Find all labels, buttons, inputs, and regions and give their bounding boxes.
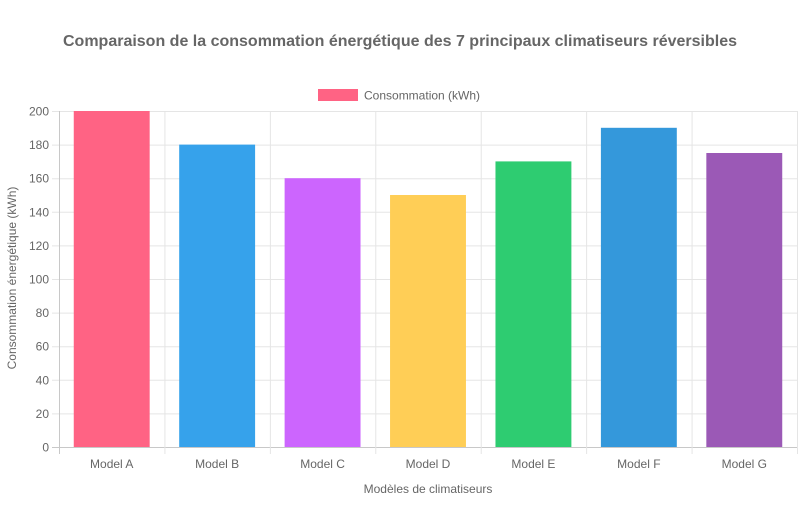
y-tick-label: 200 — [29, 105, 49, 119]
x-tick-label: Model B — [195, 457, 239, 471]
chart-title: Comparaison de la consommation énergétiq… — [63, 33, 737, 50]
y-tick-label: 40 — [36, 373, 50, 387]
bar-model-d[interactable] — [390, 195, 466, 447]
bar-model-c[interactable] — [284, 178, 361, 447]
legend[interactable]: Consommation (kWh) — [318, 89, 480, 103]
x-tick-label: Model D — [406, 457, 451, 471]
x-tick-label: Model A — [90, 457, 133, 471]
y-tick-label: 60 — [36, 340, 50, 354]
x-tick-label: Model E — [511, 457, 555, 471]
x-axis-ticks: Model A Model B Model C Model D Model E Model… — [90, 457, 767, 471]
bar-model-g[interactable] — [706, 153, 783, 447]
y-tick-label: 180 — [29, 138, 49, 152]
y-axis-label: Consommation énergétique (kWh) — [5, 187, 19, 370]
y-tick-label: 140 — [29, 205, 49, 219]
legend-label: Consommation (kWh) — [364, 89, 480, 103]
y-tick-label: 20 — [36, 407, 50, 421]
bar-model-f[interactable] — [600, 127, 677, 448]
y-axis-ticks: 0 20 40 60 80 100 120 140 160 180 200 — [29, 105, 49, 455]
y-tick-label: 80 — [36, 306, 50, 320]
legend-swatch — [318, 89, 358, 101]
x-axis-label: Modèles de climatiseurs — [364, 482, 493, 496]
y-tick-label: 120 — [29, 239, 49, 253]
bar-model-a[interactable] — [73, 111, 150, 447]
x-tick-label: Model C — [300, 457, 345, 471]
y-tick-label: 0 — [42, 441, 49, 455]
y-tick-label: 160 — [29, 172, 49, 186]
x-tick-label: Model G — [722, 457, 767, 471]
bar-model-e[interactable] — [495, 161, 572, 447]
y-tick-label: 100 — [29, 273, 49, 287]
bar-model-b[interactable] — [179, 144, 256, 447]
bars — [73, 111, 783, 448]
x-tick-label: Model F — [617, 457, 660, 471]
